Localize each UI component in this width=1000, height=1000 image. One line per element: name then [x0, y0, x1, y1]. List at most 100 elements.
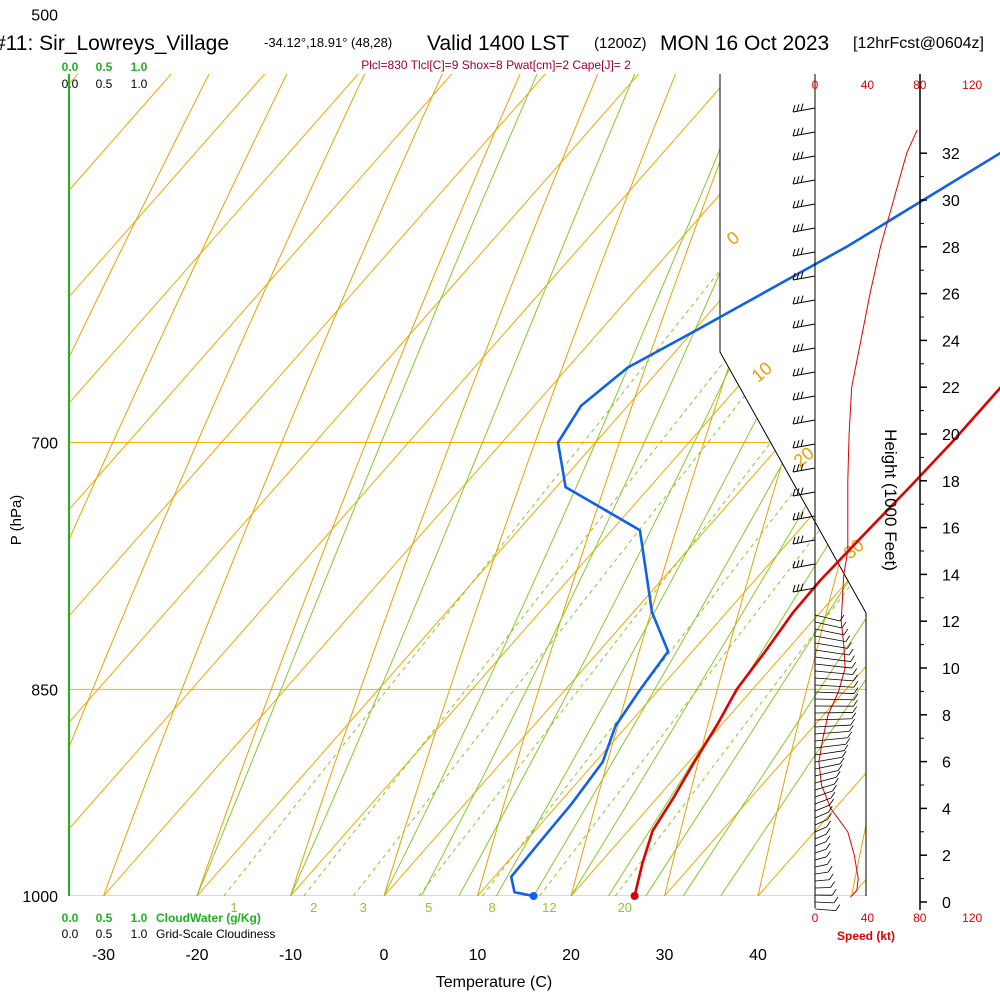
wind-barb-flag [847, 642, 852, 649]
wind-barb-flag [853, 699, 858, 707]
wind-barb-flag [850, 655, 855, 662]
wind-barb [792, 587, 816, 593]
height-tick-label: 20 [942, 427, 960, 444]
moist-adiabat [420, 74, 866, 896]
wind-barb-flag [796, 536, 800, 544]
pressure-tick-label: 500 [31, 8, 58, 25]
wind-barb-flag [845, 635, 851, 642]
mixing-ratio-label: 12 [542, 900, 556, 915]
wind-barb-flag [792, 344, 796, 353]
wind-barb-flag [800, 199, 804, 207]
mixing-ratio-label: 1 [230, 900, 237, 915]
cloud-tick-label: 0.0 [62, 60, 79, 74]
wind-barb-flag [828, 873, 834, 881]
wind-barb [792, 155, 816, 161]
dry-adiabat-label: 0 [723, 227, 744, 249]
dry-adiabat [70, 74, 844, 896]
isotherm--60 [70, 74, 866, 896]
valid-date: MON 16 Oct 2023 [660, 32, 829, 55]
wind-barb-flag [796, 464, 800, 472]
wind-barb [814, 663, 852, 669]
wind-barb-flag [792, 464, 796, 473]
wind-barb-flag [826, 820, 831, 828]
wind-barb-flag [800, 271, 804, 279]
wind-barb-flag [796, 488, 800, 496]
wind-barb [814, 750, 845, 756]
wind-barb-flag [826, 850, 831, 858]
x-axis-title: Temperature (C) [436, 974, 552, 991]
cloud-tick-label: 0.5 [96, 77, 113, 91]
wind-barb-flag [792, 368, 796, 377]
wind-barb [792, 563, 816, 569]
isotherm--50 [70, 74, 866, 896]
wind-barb-flag [800, 391, 804, 399]
isotherm-20 [570, 74, 866, 896]
wind-barb-flag [845, 737, 851, 745]
isotherm--110 [70, 74, 866, 896]
wind-barb-flag [800, 247, 804, 255]
mixing-ratio-label: 8 [488, 900, 495, 915]
cloud-tick-label: 1.0 [131, 927, 148, 941]
height-tick-label: 30 [942, 193, 960, 210]
moist-adiabat [682, 74, 866, 896]
wind-barb-flag [792, 128, 796, 137]
cloud-tick-label: 1.0 [131, 911, 148, 925]
wind-barb [814, 776, 837, 784]
wind-barb-flag [841, 621, 847, 629]
wind-barb [814, 811, 829, 819]
dry-adiabat [80, 74, 866, 896]
header: #11: Sir_Lowreys_Village -34.12°,18.91° … [0, 32, 984, 72]
isotherm--70 [70, 74, 866, 896]
mixing-ratio-line-5 [418, 74, 866, 896]
wind-barb-flag [800, 151, 804, 159]
speed-tick-top: 40 [861, 78, 875, 92]
wind-barb [814, 770, 839, 777]
wind-barb-flag [792, 416, 796, 425]
height-tick-label: 4 [942, 801, 951, 818]
stability-indices: Plcl=830 Tlcl[C]=9 Shox=8 Pwat[cm]=2 Cap… [361, 58, 631, 72]
wind-barb-flag [792, 536, 796, 545]
wind-barb-flag [831, 888, 837, 896]
pressure-tick-label: 850 [31, 682, 58, 699]
dry-adiabat [70, 74, 782, 896]
wind-barb [814, 879, 830, 882]
height-tick-label: 16 [942, 521, 960, 538]
wind-barb [792, 203, 816, 209]
height-tick-label: 22 [942, 380, 960, 397]
height-tick-label: 28 [942, 240, 960, 257]
wind-barb-flag [853, 681, 859, 688]
wind-barb-flag [796, 344, 800, 352]
wind-barb [792, 107, 816, 113]
wind-barb [814, 763, 841, 770]
temperature-tick-label: 20 [562, 947, 580, 964]
wind-barb-flag [792, 200, 796, 209]
mixing-ratio-line-8 [481, 74, 866, 896]
valid-time: Valid 1400 LST [427, 32, 569, 55]
wind-barb [792, 275, 816, 281]
wind-barb [814, 790, 833, 798]
wind-barb-flag [800, 343, 804, 351]
moist-adiabat [196, 74, 866, 896]
dry-adiabat [459, 74, 866, 896]
wind-barb [792, 371, 816, 377]
height-tick-label: 32 [942, 146, 960, 163]
dewpoint-surface-point [529, 892, 538, 900]
isotherm-10 [477, 74, 866, 896]
wind-barb-flag [827, 865, 833, 873]
height-tick-label: 2 [942, 848, 951, 865]
wind-barb-flag [792, 392, 796, 401]
wind-barb [814, 841, 827, 847]
wind-barb-flag [835, 904, 841, 911]
wind-barb [814, 712, 853, 714]
moist-adiabat [720, 74, 866, 896]
wind-barb-flag [851, 661, 857, 669]
wind-barb-flag [800, 319, 804, 327]
wind-panel [792, 74, 918, 912]
wind-barb [792, 251, 816, 257]
wind-barb-flag [830, 881, 835, 888]
wind-barb-flag [796, 200, 800, 208]
wind-barb [814, 887, 831, 889]
wind-barb-flag [792, 512, 796, 521]
wind-barb-flag [825, 843, 831, 850]
mixing-ratio-label: 5 [425, 900, 432, 915]
